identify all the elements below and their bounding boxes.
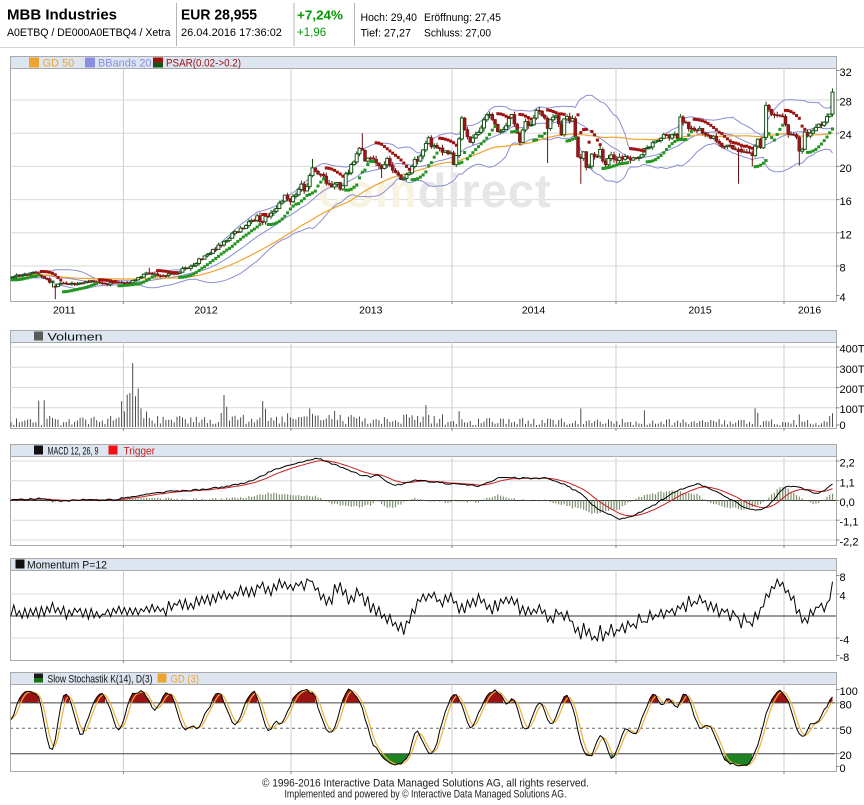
- svg-text:Hoch: 29,40: Hoch: 29,40: [361, 12, 418, 24]
- svg-text:BBands 20: BBands 20: [98, 58, 152, 70]
- svg-text:20: 20: [840, 163, 852, 175]
- svg-text:28: 28: [840, 97, 852, 109]
- svg-text:2012: 2012: [194, 305, 218, 317]
- svg-text:Momentum P=12: Momentum P=12: [27, 560, 107, 572]
- svg-text:Trigger: Trigger: [124, 446, 156, 458]
- svg-text:Tief: 27,27: Tief: 27,27: [361, 28, 412, 40]
- svg-text:Volumen: Volumen: [48, 332, 103, 344]
- svg-text:Schluss: 27,00: Schluss: 27,00: [424, 28, 491, 40]
- svg-text:-4: -4: [840, 635, 850, 647]
- svg-text:2013: 2013: [359, 305, 383, 317]
- svg-text:GD (3): GD (3): [171, 674, 200, 686]
- svg-text:4: 4: [840, 292, 846, 304]
- svg-text:GD 50: GD 50: [43, 58, 75, 70]
- svg-text:200T: 200T: [840, 384, 864, 396]
- svg-text:2015: 2015: [688, 305, 712, 317]
- svg-text:8: 8: [840, 263, 846, 275]
- svg-text:0: 0: [840, 420, 846, 432]
- svg-text:+1,96: +1,96: [297, 27, 326, 39]
- svg-text:-2,2: -2,2: [840, 537, 859, 549]
- svg-text:2011: 2011: [53, 305, 76, 317]
- svg-text:32: 32: [840, 67, 852, 79]
- svg-text:100T: 100T: [840, 404, 864, 416]
- svg-text:12: 12: [840, 229, 852, 241]
- svg-text:26.04.2016 17:36:02: 26.04.2016 17:36:02: [181, 27, 282, 39]
- svg-text:100: 100: [840, 686, 858, 698]
- svg-text:300T: 300T: [840, 364, 864, 376]
- svg-text:Slow Stochastik K(14), D(3): Slow Stochastik K(14), D(3): [48, 674, 153, 686]
- svg-text:16: 16: [840, 196, 852, 208]
- svg-text:+7,24%: +7,24%: [297, 8, 343, 23]
- svg-text:EUR 28,955: EUR 28,955: [181, 7, 257, 24]
- svg-text:0: 0: [840, 763, 846, 775]
- svg-text:2014: 2014: [522, 305, 546, 317]
- svg-text:2016: 2016: [798, 305, 822, 317]
- svg-text:Implemented and powered by © I: Implemented and powered by © Interactive…: [285, 789, 567, 801]
- svg-text:400T: 400T: [840, 344, 864, 356]
- svg-text:0,0: 0,0: [840, 497, 855, 509]
- svg-text:80: 80: [840, 699, 852, 711]
- svg-text:8: 8: [840, 572, 846, 584]
- svg-text:PSAR(0.02->0.2): PSAR(0.02->0.2): [166, 58, 241, 70]
- svg-text:50: 50: [840, 725, 852, 737]
- svg-text:24: 24: [840, 130, 852, 142]
- svg-text:Eröffnung: 27,45: Eröffnung: 27,45: [424, 12, 501, 24]
- svg-text:20: 20: [840, 750, 852, 762]
- svg-text:4: 4: [840, 591, 846, 603]
- svg-text:-1,1: -1,1: [840, 517, 859, 529]
- svg-text:A0ETBQ / DE000A0ETBQ4 / Xetra: A0ETBQ / DE000A0ETBQ4 / Xetra: [7, 27, 171, 39]
- svg-text:-8: -8: [840, 652, 850, 664]
- svg-text:MBB Industries: MBB Industries: [7, 7, 117, 24]
- svg-text:1,1: 1,1: [840, 477, 855, 489]
- svg-text:MACD 12, 26, 9: MACD 12, 26, 9: [48, 446, 99, 458]
- svg-text:2,2: 2,2: [840, 458, 855, 470]
